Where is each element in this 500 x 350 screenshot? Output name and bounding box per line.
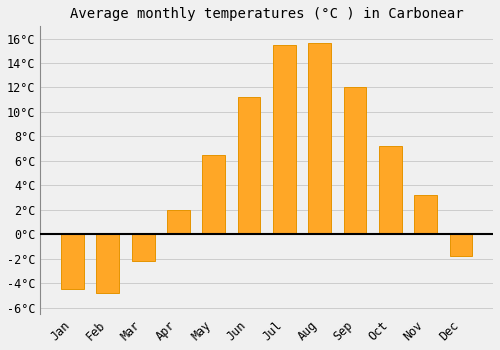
Bar: [96, 234, 119, 293]
Bar: [273, 45, 296, 235]
Bar: [61, 234, 84, 289]
Bar: [202, 155, 225, 234]
Bar: [344, 88, 366, 234]
Bar: [450, 234, 472, 256]
Title: Average monthly temperatures (°C ) in Carbonear: Average monthly temperatures (°C ) in Ca…: [70, 7, 464, 21]
Bar: [132, 234, 154, 261]
Bar: [414, 195, 437, 234]
Bar: [379, 146, 402, 234]
Bar: [308, 43, 331, 235]
Bar: [238, 97, 260, 235]
Bar: [167, 210, 190, 235]
